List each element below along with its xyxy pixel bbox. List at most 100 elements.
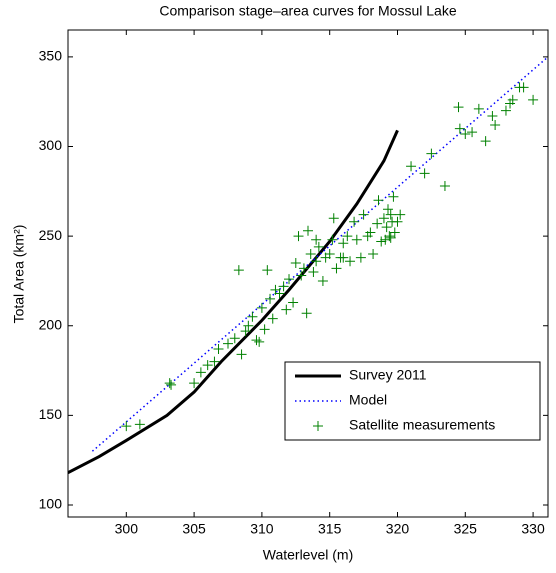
satellite-point	[518, 82, 529, 93]
satellite-point	[381, 222, 392, 233]
satellite-point	[392, 216, 403, 227]
satellite-point	[164, 378, 175, 389]
legend-label: Model	[349, 392, 387, 408]
satellite-point	[355, 252, 366, 263]
satellite-point	[490, 119, 501, 130]
satellite-point	[213, 344, 224, 355]
satellite-point	[274, 288, 285, 299]
satellite-point	[373, 195, 384, 206]
satellite-point	[349, 216, 360, 227]
satellite-point	[121, 421, 132, 432]
satellite-point	[406, 161, 417, 172]
satellite-point	[293, 231, 304, 242]
satellite-point	[426, 148, 437, 159]
satellite-point	[345, 256, 356, 267]
legend-label: Satellite measurements	[349, 417, 495, 433]
satellite-point	[288, 297, 299, 308]
satellite-point	[311, 234, 322, 245]
chart-title: Comparison stage–area curves for Mossul …	[159, 3, 456, 19]
satellite-point	[254, 336, 265, 347]
satellite-point	[324, 249, 335, 260]
satellite-point	[365, 227, 376, 238]
y-tick-label: 350	[39, 48, 63, 64]
satellite-point	[467, 127, 478, 138]
satellite-point	[134, 419, 145, 430]
satellite-point	[265, 293, 276, 304]
plot-area	[68, 30, 548, 517]
satellite-point	[281, 304, 292, 315]
satellite-point	[166, 379, 177, 390]
satellite-point	[251, 335, 262, 346]
satellite-point	[256, 302, 267, 313]
satellite-point	[487, 111, 498, 122]
satellite-point	[328, 213, 339, 224]
series-line	[68, 129, 399, 475]
y-tick-label: 250	[39, 227, 63, 243]
satellite-point	[395, 209, 406, 220]
axes-box	[67, 29, 549, 518]
satellite-point	[223, 338, 233, 349]
satellite-point	[473, 103, 484, 114]
plot-layer	[68, 56, 548, 475]
satellite-point	[419, 168, 430, 179]
y-tick-label: 200	[39, 316, 63, 332]
satellite-point	[389, 227, 400, 238]
satellite-point	[460, 128, 471, 139]
satellite-point	[480, 136, 491, 147]
satellite-point	[262, 265, 273, 276]
satellite-point	[240, 326, 251, 337]
x-tick-label: 320	[386, 521, 410, 537]
satellite-point	[278, 281, 289, 292]
y-tick-label: 100	[39, 496, 63, 512]
satellite-point	[195, 367, 206, 378]
satellite-point	[439, 180, 450, 191]
satellite-point	[313, 241, 324, 252]
satellite-point	[311, 256, 322, 267]
satellite-point	[454, 123, 465, 134]
satellite-point	[243, 320, 254, 331]
satellite-point	[233, 265, 244, 276]
legend-marker	[313, 421, 323, 431]
satellite-point	[247, 311, 258, 322]
satellite-point	[383, 204, 393, 215]
satellite-point	[358, 209, 369, 220]
satellite-point	[290, 258, 301, 269]
satellite-point	[507, 94, 518, 105]
satellite-point	[378, 213, 389, 224]
satellite-point	[298, 263, 309, 274]
satellite-point	[453, 102, 464, 113]
satellite-point	[209, 356, 220, 367]
satellite-point	[342, 231, 353, 242]
satellite-point	[327, 234, 338, 245]
satellite-point	[284, 274, 295, 285]
legend-label: Survey 2011	[349, 367, 427, 383]
satellite-point	[308, 266, 319, 277]
satellite-point	[259, 324, 270, 335]
x-tick-label: 315	[318, 521, 342, 537]
satellite-point	[338, 238, 349, 249]
x-tick-label: 300	[115, 521, 139, 537]
x-axis-label: Waterlevel (m)	[263, 547, 354, 563]
satellite-point	[368, 249, 379, 260]
satellite-point	[229, 333, 240, 344]
x-tick-label: 330	[521, 521, 545, 537]
satellite-point	[236, 349, 247, 360]
satellite-point	[303, 225, 313, 236]
satellite-point	[305, 249, 316, 260]
satellite-point	[338, 252, 349, 263]
satellite-point	[189, 378, 200, 389]
satellite-point	[296, 270, 307, 281]
x-tick-label: 325	[454, 521, 478, 537]
y-tick-label: 300	[39, 137, 63, 153]
satellite-point	[528, 94, 539, 105]
series-line	[91, 56, 548, 452]
satellite-point	[385, 232, 396, 243]
satellite-point	[267, 313, 278, 324]
satellite-point	[384, 231, 395, 242]
x-tick-label: 305	[182, 521, 206, 537]
y-tick-label: 150	[39, 406, 63, 422]
satellite-point	[388, 191, 399, 202]
y-axis-label: Total Area (km²)	[11, 225, 27, 324]
satellite-point	[376, 236, 387, 247]
